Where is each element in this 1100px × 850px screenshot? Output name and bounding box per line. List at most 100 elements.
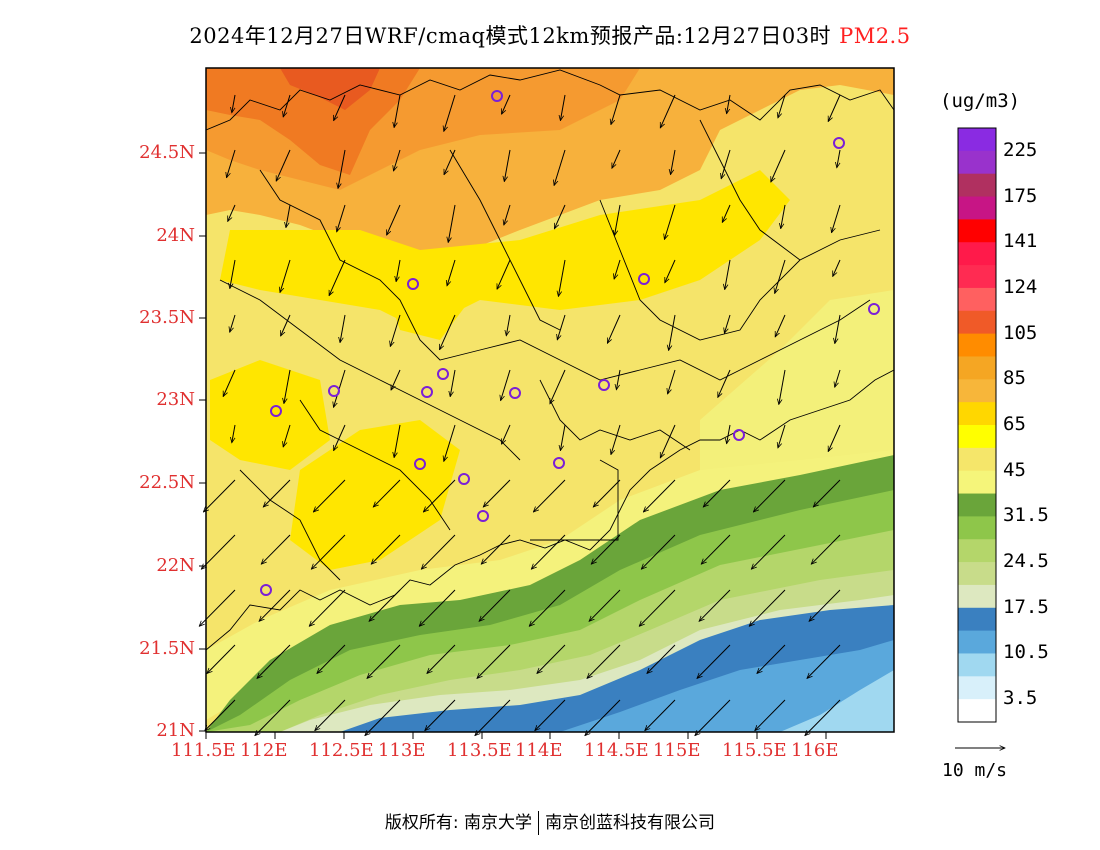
- wind-arrow: [697, 644, 731, 678]
- colorbar-swatch: [958, 607, 996, 632]
- wind-arrow: [813, 479, 841, 507]
- colorbar-label: 10.5: [1003, 641, 1049, 664]
- wind-arrow: [340, 314, 346, 343]
- colorbar-label: 124: [1003, 275, 1038, 298]
- wind-arrow: [444, 94, 456, 131]
- wind-arrow: [593, 479, 621, 507]
- wind-arrow: [255, 699, 291, 736]
- wind-arrow: [757, 644, 786, 674]
- wind-arrow: [778, 94, 786, 118]
- credits-left: 版权所有: 南京大学: [384, 813, 533, 833]
- wind-arrow: [558, 259, 566, 296]
- longitude-label: 113.5E: [447, 740, 512, 761]
- wind-arrow: [261, 534, 291, 564]
- wind-arrow: [447, 259, 456, 286]
- station-marker: [733, 429, 745, 441]
- wind-arrow: [201, 534, 236, 569]
- colorbar-label: 45: [1003, 458, 1026, 481]
- colorbar-swatch: [958, 310, 996, 335]
- latitude-label: 21.5N: [139, 638, 195, 659]
- wind-arrow: [203, 479, 236, 512]
- wind-arrow: [724, 314, 731, 333]
- wind-arrow: [529, 589, 566, 626]
- colorbar-swatch: [958, 150, 996, 175]
- credits-separator: [538, 811, 540, 835]
- colorbar-label: 141: [1003, 230, 1038, 253]
- wind-reference-label: 10 m/s: [942, 760, 1008, 781]
- longitude-label: 115E: [653, 740, 701, 761]
- colorbar-swatch: [958, 676, 996, 700]
- wind-arrow: [805, 699, 841, 736]
- colorbar-swatch: [958, 493, 996, 517]
- wind-arrow: [227, 149, 236, 178]
- colorbar-swatch: [958, 128, 996, 152]
- latitude-label: 22N: [156, 555, 195, 576]
- station-marker: [868, 303, 880, 315]
- wind-arrow: [313, 479, 346, 512]
- colorbar-swatch: [958, 653, 996, 677]
- wind-arrow: [390, 369, 401, 390]
- wind-arrow: [504, 204, 511, 225]
- station-marker: [407, 278, 419, 290]
- colorbar-swatch: [958, 584, 996, 609]
- wind-arrow: [591, 534, 621, 564]
- wind-arrow: [695, 699, 731, 736]
- wind-arrow: [835, 369, 841, 387]
- station-marker: [833, 137, 845, 149]
- station-marker: [414, 458, 426, 470]
- wind-arrow: [396, 259, 401, 282]
- title-text: 2024年12月27日WRF/cmaq模式12km预报产品:12月27日03时: [189, 24, 832, 48]
- wind-arrow: [837, 149, 841, 168]
- longitude-label: 112E: [240, 740, 288, 761]
- wind-arrow: [280, 314, 291, 336]
- wind-arrow: [477, 644, 511, 678]
- wind-arrow: [835, 314, 841, 344]
- wind-arrow: [647, 644, 676, 674]
- wind-arrow: [554, 149, 566, 185]
- wind-arrow: [727, 424, 731, 444]
- wind-arrow: [425, 699, 456, 731]
- wind-arrow: [549, 369, 566, 404]
- station-marker: [598, 379, 610, 391]
- wind-arrow: [501, 369, 511, 401]
- credits: 版权所有: 南京大学 南京创蓝科技有限公司: [0, 808, 1100, 835]
- station-marker: [270, 405, 282, 417]
- wind-arrow: [444, 424, 456, 461]
- longitude-label: 114E: [515, 740, 563, 761]
- wind-arrow: [664, 259, 676, 283]
- colorbar-label: 65: [1003, 413, 1026, 435]
- colorbar-swatch: [958, 539, 996, 563]
- colorbar-swatch: [958, 196, 996, 220]
- wind-arrow: [611, 424, 621, 455]
- colorbar-swatch: [958, 287, 996, 312]
- station-marker: [437, 368, 449, 380]
- longitude-label: 114.5E: [584, 740, 649, 761]
- wind-arrow: [257, 644, 291, 678]
- latitude-label: 24N: [156, 225, 195, 246]
- wind-arrow: [699, 589, 731, 621]
- chart-title: 2024年12月27日WRF/cmaq模式12km预报产品:12月27日03时 P…: [0, 20, 1100, 50]
- wind-arrow: [639, 589, 676, 626]
- wind-arrow: [439, 314, 456, 350]
- wind-arrow: [537, 644, 566, 674]
- wind-arrow: [749, 589, 786, 626]
- longitude-label: 112.5E: [309, 740, 374, 761]
- credits-right: 南京创蓝科技有限公司: [545, 813, 716, 833]
- station-marker: [328, 385, 340, 397]
- wind-arrow: [207, 644, 236, 674]
- colorbar-label: 105: [1003, 321, 1038, 344]
- colorbar-swatch: [958, 470, 996, 495]
- wind-arrow: [751, 534, 786, 569]
- colorbar-label: 225: [1003, 138, 1038, 161]
- wind-arrow: [775, 259, 786, 293]
- wind-arrow: [501, 424, 511, 444]
- wind-arrow: [230, 314, 236, 332]
- colorbar-swatch: [958, 516, 996, 540]
- wind-arrow: [721, 149, 731, 179]
- latitude-label: 24.5N: [139, 142, 195, 163]
- wind-arrow: [311, 534, 346, 569]
- wind-arrow: [427, 644, 456, 674]
- latitude-label: 21N: [156, 720, 195, 741]
- station-marker: [477, 510, 489, 522]
